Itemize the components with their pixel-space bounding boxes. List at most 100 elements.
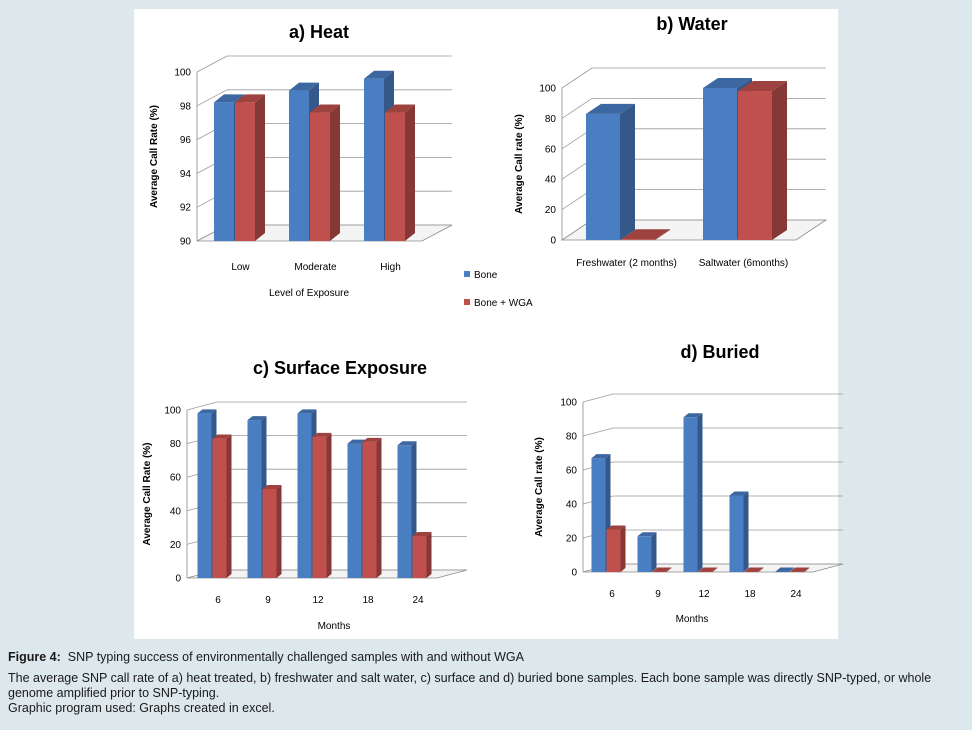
chart-title: b) Water: [656, 14, 727, 34]
bar-bone-18: [729, 491, 749, 572]
bar-front: [652, 571, 667, 572]
bar-bone-wga-high: [385, 104, 415, 241]
x-tick-label: Low: [231, 262, 250, 273]
y-tick-label: 60: [170, 473, 182, 484]
y-tick-label: 60: [545, 144, 557, 155]
y-tick-label: 20: [170, 540, 182, 551]
y-tick-label: 20: [566, 534, 578, 545]
caption-program: Graphic program used: Graphs created in …: [8, 701, 275, 715]
bar-side: [804, 567, 810, 572]
bar-front: [214, 102, 234, 241]
bar-front: [262, 488, 277, 578]
bar-front: [586, 113, 620, 240]
grid-diagonal: [196, 89, 228, 107]
caption-title-line: Figure 4: SNP typing success of environm…: [8, 650, 963, 665]
bar-top: [683, 413, 703, 418]
y-tick-label: 90: [180, 237, 192, 248]
bar-top: [744, 567, 764, 572]
y-tick-label: 80: [545, 114, 557, 125]
bar-top: [637, 532, 657, 537]
y-tick-label: 40: [545, 175, 557, 186]
y-tick-label: 60: [566, 466, 578, 477]
grid-diagonal: [196, 55, 228, 73]
bar-side: [712, 567, 718, 572]
bar-bone-wga-18: [744, 567, 764, 572]
bar-top: [729, 491, 749, 496]
bar-top: [698, 567, 718, 572]
legend-label-bone: Bone: [474, 270, 498, 281]
bar-side: [326, 432, 332, 578]
bar-side: [666, 567, 672, 572]
y-tick-label: 100: [560, 398, 577, 409]
y-tick-label: 20: [545, 205, 557, 216]
bar-side: [620, 103, 635, 240]
bar-front: [362, 441, 377, 578]
bar-top: [738, 81, 787, 92]
bar-side: [426, 532, 432, 578]
bar-side: [255, 94, 265, 241]
bar-bone-12: [683, 413, 703, 572]
bar-front: [347, 443, 362, 578]
bar-front: [297, 413, 312, 578]
bar-front: [729, 495, 744, 572]
y-tick-label: 0: [571, 568, 577, 579]
bar-bone-wga-low: [235, 94, 265, 241]
bar-bone-wga-12: [698, 567, 718, 572]
bar-front: [606, 529, 621, 572]
y-tick-label: 100: [174, 68, 191, 79]
bar-top: [586, 103, 635, 114]
bar-bone-wga-9: [652, 567, 672, 572]
bar-front: [385, 112, 405, 241]
x-tick-label: 12: [698, 589, 710, 600]
bar-side: [789, 567, 795, 572]
bar-front: [683, 417, 698, 572]
bar-top: [235, 94, 265, 103]
y-tick-label: 96: [180, 135, 192, 146]
chart-legend: Bone Bone + WGA: [464, 270, 533, 309]
bar-front: [698, 571, 713, 572]
x-tick-label: High: [380, 262, 401, 273]
x-axis-label: Months: [318, 621, 351, 632]
x-tick-label: 6: [215, 595, 221, 606]
x-tick-label: 24: [790, 589, 802, 600]
bar-top: [412, 532, 432, 536]
x-tick-label: Moderate: [294, 262, 337, 273]
bar-top: [212, 434, 232, 439]
grid-diagonal: [561, 98, 593, 119]
legend-swatch-bone: [464, 271, 470, 277]
bar-top: [652, 567, 672, 572]
chart-heat: a) Heat 90 92 94 96 98 100 Average Call Rate (%…: [149, 22, 453, 299]
bar-side: [376, 437, 382, 578]
bar-side: [743, 491, 749, 572]
bar-front: [312, 436, 327, 578]
bar-top: [247, 416, 267, 421]
y-axis-label: Average Call rate (%): [514, 114, 525, 214]
bar-top: [703, 78, 752, 88]
y-tick-label: 98: [180, 101, 192, 112]
bar-front: [235, 102, 255, 241]
bar-front: [738, 91, 772, 240]
bar-front: [364, 78, 384, 241]
bar-bone-wga-24: [412, 532, 432, 578]
x-tick-label: 24: [412, 595, 424, 606]
bar-front: [289, 90, 309, 241]
bar-top: [362, 437, 382, 442]
bar-side: [405, 104, 415, 241]
y-tick-label: 40: [170, 506, 182, 517]
bar-front: [247, 420, 262, 578]
grid-diagonal: [561, 67, 593, 89]
caption-label: Figure 4:: [8, 650, 61, 664]
bar-front: [310, 112, 330, 241]
bar-front: [621, 239, 655, 240]
bar-top: [347, 439, 367, 444]
x-tick-label: 9: [265, 595, 271, 606]
y-tick-label: 100: [539, 84, 556, 95]
chart-water: b) Water 0 20 40 60 80 100 Average Call rate (%…: [514, 14, 828, 269]
legend-label-bone-wga: Bone + WGA: [474, 298, 533, 309]
y-tick-label: 92: [180, 203, 192, 214]
x-tick-label: 9: [655, 589, 661, 600]
bar-bone-wga-9: [262, 484, 282, 578]
caption-title: SNP typing success of environmentally ch…: [67, 650, 524, 664]
bar-side: [651, 532, 657, 572]
bar-front: [703, 88, 737, 240]
